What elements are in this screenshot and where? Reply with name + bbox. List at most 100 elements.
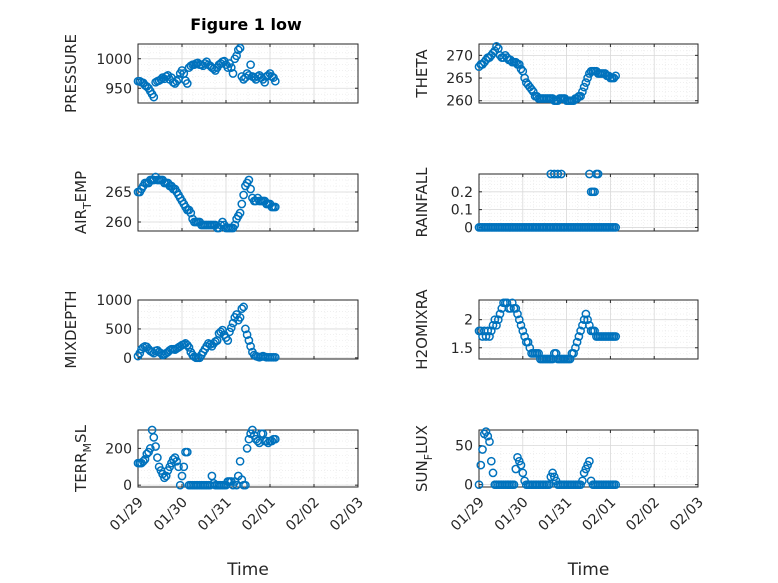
data-point bbox=[235, 313, 245, 322]
data-point bbox=[574, 332, 584, 341]
data-point bbox=[576, 326, 585, 336]
y-tick-label: 265 bbox=[446, 71, 473, 87]
data-point bbox=[225, 59, 234, 68]
data-point bbox=[160, 473, 169, 483]
data-point bbox=[583, 315, 592, 325]
subplot-h2omixra: 1.5 2 H2OMIXRA bbox=[413, 289, 699, 370]
data-point bbox=[161, 471, 171, 481]
data-point bbox=[513, 309, 522, 319]
data-point bbox=[239, 302, 248, 312]
subplot-air-temp: 260 265 AIRTEMP bbox=[72, 171, 359, 234]
data-point bbox=[518, 326, 528, 336]
subplot-grid: 950 1000 PRESSURE 260 265 270 THETA 260 265 AIRTE… bbox=[62, 34, 707, 580]
data-point bbox=[235, 43, 245, 53]
subplot-sun-flux: 0 50 01/29 01/30 01/31 02/01 02/02 02/03 Time SUN… bbox=[413, 425, 707, 580]
data-point bbox=[172, 456, 182, 466]
data-point bbox=[246, 341, 255, 351]
data-point bbox=[179, 462, 189, 472]
data-point bbox=[174, 462, 183, 472]
data-point bbox=[149, 92, 159, 102]
y-axis-label: H2OMIXRA bbox=[413, 289, 431, 370]
y-tick-label: 0.1 bbox=[451, 203, 473, 219]
data-point bbox=[145, 444, 155, 453]
y-axis-label: MIXDEPTH bbox=[62, 290, 80, 368]
data-point bbox=[138, 456, 148, 466]
x-axis-label: Time bbox=[226, 560, 269, 580]
data-point bbox=[492, 320, 501, 330]
data-point bbox=[520, 73, 529, 83]
data-point bbox=[225, 327, 234, 337]
data-point bbox=[260, 77, 270, 87]
data-point bbox=[516, 64, 526, 74]
data-point bbox=[492, 41, 501, 51]
data-point bbox=[153, 453, 162, 462]
axes-box bbox=[478, 299, 699, 360]
y-tick-label: 0.2 bbox=[451, 185, 473, 201]
data-point bbox=[590, 187, 599, 197]
data-point bbox=[246, 184, 255, 194]
axes-box bbox=[137, 299, 359, 360]
y-axis-label: THETA bbox=[413, 49, 431, 99]
y-axis-label: AIRTEMP bbox=[72, 171, 94, 234]
y-axis-label: PRESSURE bbox=[62, 34, 80, 113]
data-point bbox=[578, 476, 587, 486]
x-tick-label: 01/31 bbox=[195, 495, 235, 535]
data-point bbox=[527, 85, 536, 94]
data-point bbox=[175, 480, 185, 490]
data-point bbox=[182, 340, 192, 350]
data-point bbox=[569, 349, 578, 358]
data-point bbox=[241, 324, 250, 334]
data-point bbox=[483, 431, 493, 441]
subplot-rainfall: 00.1 0.2 RAINFALL bbox=[413, 167, 699, 238]
y-tick-label: 50 bbox=[455, 439, 473, 455]
x-tick-label: 01/31 bbox=[536, 495, 576, 535]
figure-title: Figure 1 low bbox=[190, 15, 302, 34]
y-tick-label: 270 bbox=[446, 48, 473, 64]
y-tick-label: 1.5 bbox=[451, 341, 473, 357]
y-tick-label: 2 bbox=[464, 313, 473, 329]
y-tick-label: 1000 bbox=[96, 52, 132, 68]
data-point bbox=[611, 71, 621, 81]
data-point bbox=[228, 69, 238, 78]
axes-box bbox=[478, 43, 699, 104]
data-point bbox=[485, 332, 494, 341]
data-point bbox=[244, 336, 254, 345]
x-tick-label: 01/29 bbox=[107, 495, 147, 535]
data-point bbox=[511, 304, 521, 313]
x-tick-label: 02/01 bbox=[579, 495, 619, 535]
data-point bbox=[611, 223, 621, 232]
x-tick-label: 01/30 bbox=[492, 495, 532, 535]
data-point bbox=[226, 63, 236, 72]
x-tick-label: 02/02 bbox=[623, 495, 663, 535]
data-point bbox=[223, 63, 233, 72]
data-point bbox=[579, 82, 589, 92]
data-point bbox=[172, 76, 182, 86]
y-axis-label: RAINFALL bbox=[413, 167, 431, 238]
data-point bbox=[609, 73, 619, 83]
data-point bbox=[553, 169, 563, 179]
data-point bbox=[585, 456, 594, 466]
x-tick-label: 02/02 bbox=[283, 495, 323, 535]
y-tick-label: 500 bbox=[105, 322, 132, 338]
data-point bbox=[593, 169, 603, 179]
x-tick-label: 01/30 bbox=[151, 495, 191, 535]
data-point bbox=[485, 437, 494, 447]
data-point bbox=[495, 309, 505, 319]
data-point bbox=[177, 471, 187, 481]
axes-box bbox=[137, 173, 359, 232]
data-point bbox=[514, 315, 524, 325]
data-point bbox=[549, 472, 559, 482]
data-point bbox=[509, 480, 519, 490]
data-point bbox=[149, 433, 159, 442]
data-point bbox=[270, 202, 280, 212]
data-point bbox=[246, 60, 255, 70]
data-point bbox=[516, 320, 526, 330]
data-point bbox=[571, 343, 580, 353]
data-point bbox=[186, 208, 196, 218]
data-point bbox=[241, 480, 250, 490]
data-point bbox=[184, 343, 194, 352]
data-point bbox=[235, 456, 245, 466]
data-point bbox=[544, 480, 554, 490]
data-point bbox=[581, 309, 591, 319]
